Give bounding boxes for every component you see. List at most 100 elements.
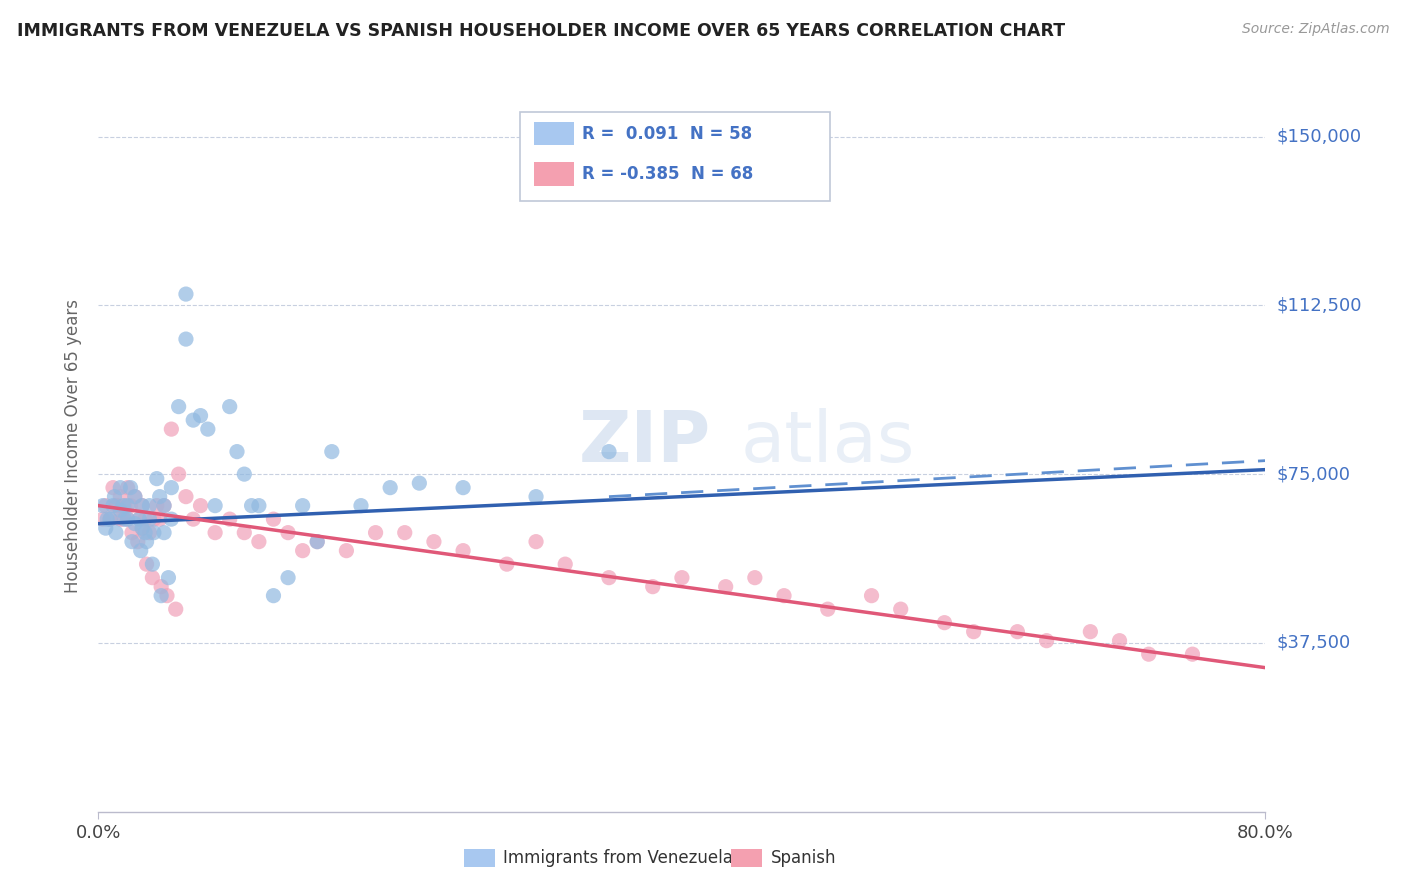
Point: [160, 422, 183, 436]
Point: [263, 589, 285, 603]
Point: [105, 499, 128, 513]
Point: [142, 525, 165, 540]
Point: [181, 413, 204, 427]
Point: [671, 571, 693, 585]
Point: [98, 512, 121, 526]
Point: [98, 512, 121, 526]
Point: [174, 332, 197, 346]
Point: [153, 525, 176, 540]
Point: [451, 543, 474, 558]
Point: [1007, 624, 1029, 639]
Point: [641, 580, 664, 594]
Point: [135, 557, 157, 571]
Point: [190, 499, 212, 513]
Text: $75,000: $75,000: [1277, 465, 1351, 483]
Point: [110, 512, 132, 526]
Point: [423, 534, 446, 549]
Point: [167, 467, 190, 482]
Point: [233, 525, 256, 540]
Text: IMMIGRANTS FROM VENEZUELA VS SPANISH HOUSEHOLDER INCOME OVER 65 YEARS CORRELATIO: IMMIGRANTS FROM VENEZUELA VS SPANISH HOU…: [17, 22, 1064, 40]
Point: [554, 557, 576, 571]
Point: [131, 521, 153, 535]
Point: [496, 557, 519, 571]
Point: [141, 557, 163, 571]
Point: [204, 525, 226, 540]
Point: [146, 472, 169, 486]
Text: R = -0.385  N = 68: R = -0.385 N = 68: [582, 165, 754, 183]
Point: [94, 499, 117, 513]
Point: [110, 490, 132, 504]
Point: [128, 512, 150, 526]
Point: [91, 499, 114, 513]
Point: [598, 571, 620, 585]
Point: [131, 499, 153, 513]
Point: [773, 589, 796, 603]
Text: R =  0.091  N = 58: R = 0.091 N = 58: [582, 125, 752, 143]
Point: [240, 499, 263, 513]
Point: [934, 615, 956, 630]
Point: [117, 512, 139, 526]
Point: [1181, 647, 1204, 661]
Point: [129, 543, 152, 558]
Point: [291, 499, 314, 513]
Point: [134, 525, 156, 540]
Point: [146, 499, 169, 513]
Point: [263, 512, 285, 526]
Text: atlas: atlas: [741, 409, 915, 477]
Point: [94, 521, 117, 535]
Point: [134, 512, 156, 526]
Point: [394, 525, 416, 540]
Point: [291, 543, 314, 558]
Point: [165, 602, 187, 616]
Point: [307, 534, 329, 549]
Point: [120, 499, 142, 513]
Text: Spanish: Spanish: [770, 849, 837, 867]
Point: [247, 499, 270, 513]
Point: [112, 512, 135, 526]
Point: [149, 490, 172, 504]
Point: [524, 534, 547, 549]
Point: [860, 589, 883, 603]
Point: [1137, 647, 1160, 661]
Point: [160, 512, 183, 526]
Point: [247, 534, 270, 549]
Point: [150, 580, 173, 594]
Point: [204, 499, 226, 513]
Point: [233, 467, 256, 482]
Point: [124, 516, 146, 531]
Point: [218, 512, 240, 526]
Point: [103, 490, 125, 504]
Point: [335, 543, 357, 558]
Point: [138, 525, 160, 540]
Point: [1080, 624, 1102, 639]
Point: [101, 499, 124, 513]
Point: [744, 571, 766, 585]
Point: [197, 422, 219, 436]
Point: [110, 503, 132, 517]
Point: [160, 481, 183, 495]
Point: [138, 499, 160, 513]
Point: [131, 499, 153, 513]
Point: [131, 521, 153, 535]
Point: [135, 534, 157, 549]
Point: [598, 444, 620, 458]
Point: [121, 534, 143, 549]
Point: [307, 534, 329, 549]
Point: [190, 409, 212, 423]
Point: [1035, 633, 1057, 648]
Point: [714, 580, 737, 594]
Text: $37,500: $37,500: [1277, 634, 1351, 652]
Point: [277, 571, 299, 585]
Point: [114, 499, 136, 513]
Point: [120, 481, 142, 495]
Point: [364, 525, 387, 540]
Point: [142, 512, 165, 526]
Point: [890, 602, 912, 616]
Point: [277, 525, 299, 540]
Point: [218, 400, 240, 414]
Point: [101, 481, 124, 495]
Point: [138, 512, 160, 526]
Point: [149, 512, 172, 526]
Text: $150,000: $150,000: [1277, 128, 1361, 145]
Point: [1108, 633, 1130, 648]
